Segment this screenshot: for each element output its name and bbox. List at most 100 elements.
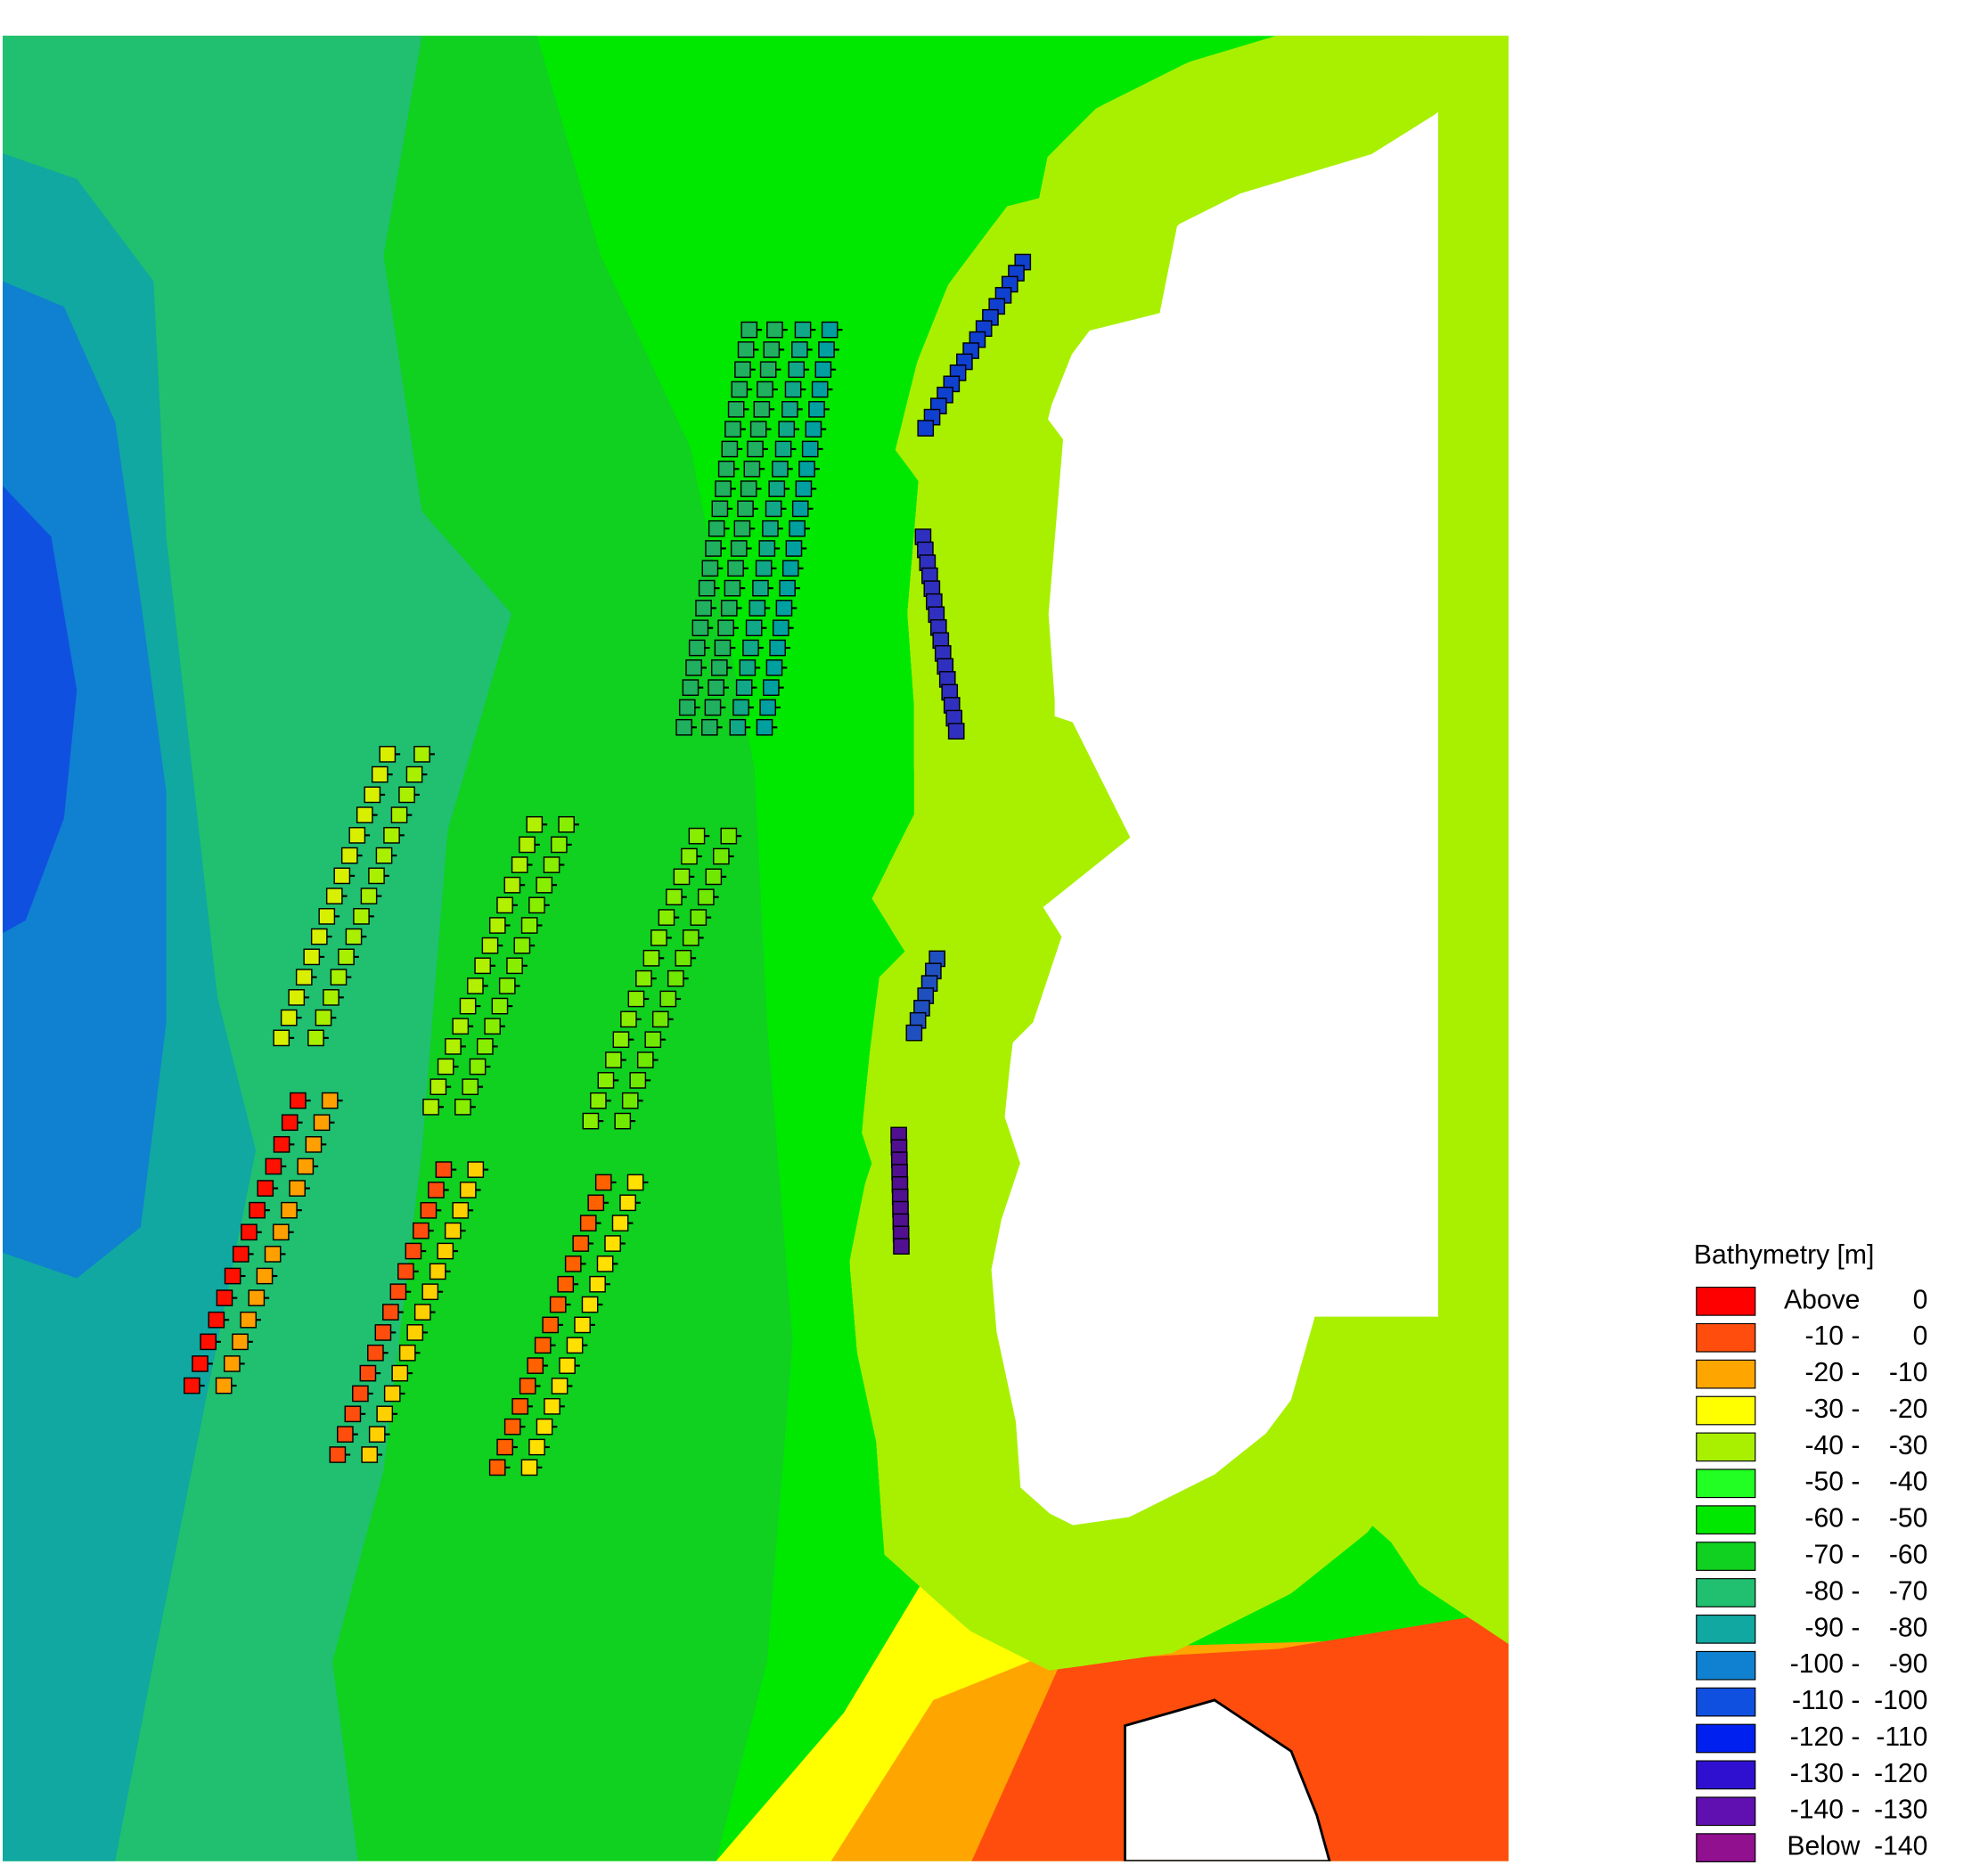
turbine xyxy=(398,786,415,804)
turbine xyxy=(389,1283,407,1301)
coastal-marker xyxy=(947,723,965,740)
turbine xyxy=(526,815,544,833)
turbine xyxy=(720,600,738,617)
turbine xyxy=(352,1385,369,1403)
turbine xyxy=(775,600,793,617)
turbine xyxy=(650,929,667,946)
legend-label: -40 - xyxy=(1804,1431,1860,1460)
turbine xyxy=(264,1246,282,1263)
turbine xyxy=(527,1357,544,1374)
turbine xyxy=(788,361,806,379)
turbine xyxy=(737,341,755,358)
turbine xyxy=(682,929,699,946)
turbine xyxy=(717,460,735,478)
legend-label: -50 xyxy=(1889,1504,1928,1534)
turbine xyxy=(459,997,477,1015)
turbine xyxy=(467,977,484,994)
turbine xyxy=(519,1378,536,1395)
turbine xyxy=(321,1092,339,1109)
turbine xyxy=(488,1459,506,1476)
turbine xyxy=(379,746,397,763)
turbine xyxy=(621,1092,639,1109)
legend-swatch xyxy=(1696,1614,1756,1644)
turbine xyxy=(698,579,716,597)
turbine xyxy=(288,989,306,1006)
turbine xyxy=(520,917,538,934)
turbine xyxy=(496,1438,514,1456)
turbine xyxy=(566,1337,584,1354)
turbine xyxy=(691,619,709,637)
map-area xyxy=(3,36,1509,1861)
turbine xyxy=(289,1180,306,1197)
turbine xyxy=(700,718,718,736)
turbine xyxy=(536,876,553,894)
legend-swatch xyxy=(1696,1760,1756,1790)
turbine xyxy=(729,718,747,736)
turbine xyxy=(743,460,761,478)
turbine xyxy=(808,401,825,418)
turbine xyxy=(557,1275,575,1293)
turbine xyxy=(724,421,741,438)
turbine xyxy=(469,1058,487,1076)
legend-label: -130 - xyxy=(1790,1759,1861,1788)
turbine xyxy=(739,659,757,676)
turbine xyxy=(798,460,815,478)
legend: Bathymetry [m] Above 0 -10 - 0 -20 - -10 -30 -… xyxy=(1694,1240,1928,1862)
land xyxy=(1124,1698,1331,1861)
turbine xyxy=(376,1405,394,1423)
turbine xyxy=(344,1405,362,1423)
turbine xyxy=(791,500,809,518)
turbine xyxy=(659,990,677,1008)
turbine xyxy=(313,1114,331,1132)
turbine xyxy=(589,1275,606,1293)
turbine xyxy=(224,1355,241,1372)
turbine xyxy=(690,909,708,926)
turbine xyxy=(549,1296,567,1313)
turbine xyxy=(697,888,715,906)
turbine xyxy=(705,540,722,557)
legend-swatch xyxy=(1696,1359,1756,1389)
turbine xyxy=(367,1344,384,1362)
turbine xyxy=(785,540,803,557)
turbine xyxy=(755,560,773,577)
turbine xyxy=(337,1426,354,1443)
legend-label: -10 - xyxy=(1804,1321,1860,1351)
turbine xyxy=(406,1324,424,1341)
turbine xyxy=(348,827,366,844)
turbine xyxy=(564,1256,582,1272)
turbine xyxy=(701,560,719,577)
turbine xyxy=(749,421,767,438)
turbine xyxy=(437,1058,454,1076)
turbines xyxy=(183,253,1032,1476)
legend-label: -20 xyxy=(1889,1395,1928,1424)
turbine xyxy=(429,1263,446,1280)
turbine xyxy=(629,1072,647,1089)
turbine xyxy=(708,679,724,696)
turbine xyxy=(772,619,789,637)
turbine xyxy=(675,718,692,736)
legend-swatch xyxy=(1696,1432,1756,1462)
turbine xyxy=(721,440,739,458)
turbine xyxy=(772,460,789,478)
turbine xyxy=(582,1112,600,1130)
turbine xyxy=(257,1180,274,1197)
turbine xyxy=(215,1377,233,1395)
turbine xyxy=(511,1397,529,1415)
turbine xyxy=(752,579,769,597)
turbine xyxy=(481,937,499,954)
turbine xyxy=(714,639,732,657)
legend-label: -110 xyxy=(1876,1722,1927,1752)
turbine xyxy=(682,679,699,696)
turbine xyxy=(240,1311,257,1329)
legend-label: -80 - xyxy=(1804,1576,1860,1606)
legend-label: -70 - xyxy=(1804,1541,1860,1570)
legend-swatch xyxy=(1696,1505,1756,1535)
turbine xyxy=(740,321,758,339)
turbine xyxy=(272,1223,290,1241)
legend-label: Below xyxy=(1787,1832,1860,1861)
turbine xyxy=(710,659,728,676)
turbine xyxy=(644,1031,662,1049)
turbine xyxy=(769,639,786,657)
legend-label: -110 - xyxy=(1792,1686,1860,1715)
